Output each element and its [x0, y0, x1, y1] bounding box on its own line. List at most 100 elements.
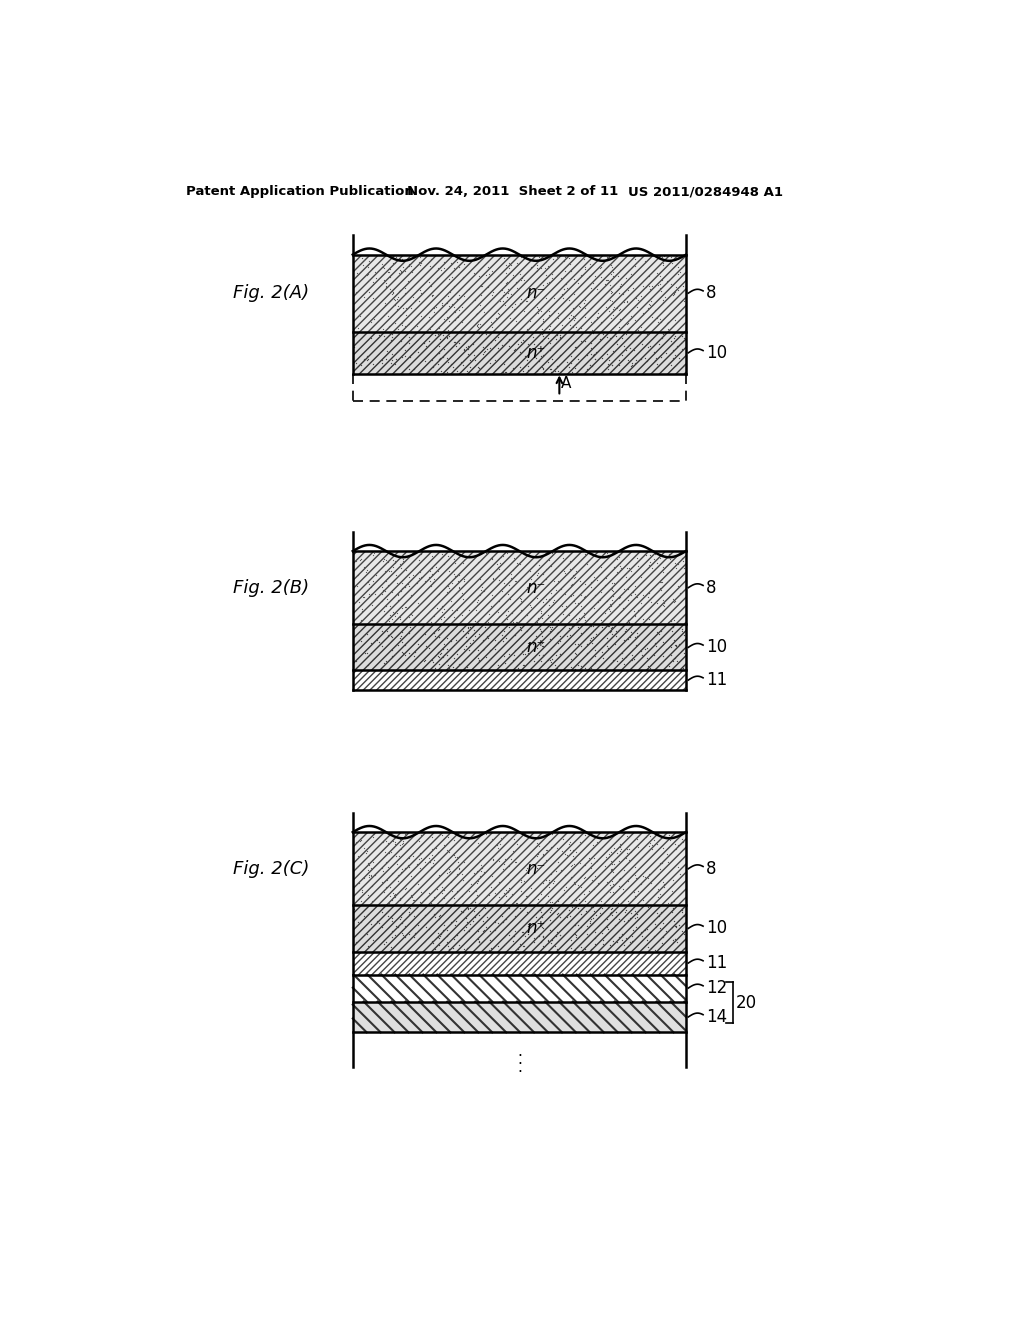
- Point: [460, 338, 476, 359]
- Point: [457, 570, 473, 591]
- Point: [655, 595, 672, 616]
- Point: [498, 362, 514, 383]
- Point: [411, 849, 427, 870]
- Point: [387, 643, 403, 664]
- Point: [358, 904, 375, 925]
- Point: [642, 279, 658, 300]
- Point: [598, 824, 614, 845]
- Point: [568, 842, 585, 863]
- Point: [653, 933, 670, 954]
- Point: [548, 308, 564, 329]
- Point: [411, 830, 427, 851]
- Point: [604, 862, 621, 883]
- Point: [455, 902, 471, 923]
- Point: [465, 630, 481, 651]
- Point: [584, 319, 600, 341]
- Point: [395, 301, 412, 322]
- Point: [572, 903, 589, 924]
- Point: [469, 313, 485, 334]
- Point: [640, 836, 656, 857]
- Point: [376, 830, 392, 851]
- Point: [598, 269, 614, 290]
- Point: [617, 268, 634, 289]
- Point: [636, 867, 652, 888]
- Point: [457, 253, 473, 275]
- Point: [513, 590, 529, 611]
- Text: 12: 12: [707, 979, 727, 997]
- Point: [483, 315, 500, 337]
- Point: [607, 634, 624, 655]
- Point: [561, 618, 578, 639]
- Point: [401, 333, 418, 354]
- Point: [597, 276, 613, 297]
- Point: [667, 916, 683, 937]
- Point: [358, 841, 375, 862]
- Point: [575, 247, 592, 268]
- Point: [672, 582, 688, 603]
- Point: [556, 841, 572, 862]
- Point: [390, 564, 407, 585]
- Point: [445, 887, 462, 908]
- Point: [435, 915, 452, 936]
- Point: [674, 620, 690, 642]
- Point: [384, 626, 400, 647]
- Point: [583, 576, 599, 597]
- Point: [382, 605, 398, 626]
- Point: [412, 891, 428, 912]
- Point: [611, 587, 628, 609]
- Point: [486, 911, 503, 932]
- Point: [651, 273, 668, 294]
- Point: [384, 609, 400, 630]
- Point: [393, 573, 410, 594]
- Point: [371, 631, 387, 652]
- Point: [511, 587, 527, 609]
- Point: [651, 829, 668, 850]
- Point: [471, 314, 487, 335]
- Point: [638, 276, 654, 297]
- Point: [621, 350, 637, 371]
- Point: [567, 643, 584, 664]
- Point: [542, 333, 558, 354]
- Point: [640, 554, 656, 576]
- Point: [549, 622, 565, 643]
- Point: [652, 312, 669, 333]
- Point: [674, 829, 690, 850]
- Point: [610, 317, 627, 338]
- Point: [431, 347, 447, 368]
- Point: [647, 825, 664, 846]
- Point: [584, 338, 600, 359]
- Point: [543, 246, 559, 267]
- Point: [572, 317, 589, 338]
- Point: [440, 826, 457, 847]
- Point: [500, 583, 516, 605]
- Point: [475, 337, 492, 358]
- Point: [654, 826, 671, 847]
- Point: [571, 550, 588, 572]
- Point: [515, 360, 531, 381]
- Point: [396, 543, 413, 564]
- Point: [389, 866, 406, 887]
- Point: [397, 635, 414, 656]
- Point: [457, 851, 473, 873]
- Point: [610, 612, 627, 634]
- Point: [418, 335, 434, 356]
- Point: [543, 618, 559, 639]
- Point: [480, 892, 497, 913]
- Point: [482, 656, 499, 677]
- Point: [528, 846, 545, 867]
- Point: [628, 867, 644, 888]
- Point: [603, 345, 620, 366]
- Point: [588, 904, 604, 925]
- Point: [452, 576, 468, 597]
- Point: [589, 279, 605, 300]
- Point: [410, 341, 426, 362]
- Point: [381, 892, 397, 913]
- Point: [532, 601, 549, 622]
- Text: 11: 11: [707, 671, 727, 689]
- Point: [359, 603, 376, 624]
- Point: [515, 330, 531, 351]
- Point: [593, 610, 609, 631]
- Point: [605, 585, 622, 606]
- Point: [447, 846, 464, 867]
- Point: [655, 557, 672, 578]
